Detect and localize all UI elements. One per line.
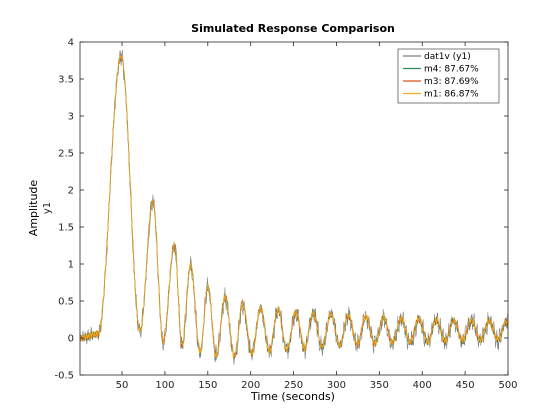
series-layer — [79, 49, 509, 365]
x-tick-label: 300 — [327, 380, 346, 391]
x-tick-label: 100 — [155, 380, 174, 391]
y-tick-label: 0.5 — [58, 297, 74, 308]
chart-title: Simulated Response Comparison — [191, 22, 395, 35]
y-tick-label: -0.5 — [54, 371, 74, 382]
legend: dat1v (y1) m4: 87.67% m3: 87.69% m1: 86.87% — [397, 48, 500, 104]
y-axis-subtitle: y1 — [42, 202, 53, 214]
axes-box — [79, 41, 509, 376]
legend-label: m3: 87.69% — [424, 77, 479, 87]
y-tick-label: 3 — [68, 112, 74, 123]
y-tick-label: 2 — [68, 186, 74, 197]
legend-label: m4: 87.67% — [424, 65, 479, 75]
legend-label: m1: 86.87% — [424, 90, 479, 100]
x-tick-label: 350 — [370, 380, 389, 391]
y-tick-label: 1 — [68, 260, 74, 271]
x-tick-label: 450 — [456, 380, 475, 391]
x-tick-label: 400 — [413, 380, 432, 391]
y-axis-title: Amplitude — [27, 180, 40, 237]
legend-label: dat1v (y1) — [424, 52, 471, 62]
ticks-layer: 50 100 150 200 250 300 350 400 450 500 -0.5 0 0.5 1 1.… — [54, 38, 517, 392]
y-tick-label: 2.5 — [58, 149, 74, 160]
x-tick-label: 500 — [498, 380, 517, 391]
y-tick-label: 3.5 — [58, 75, 74, 86]
x-tick-label: 250 — [284, 380, 303, 391]
y-tick-label: 1.5 — [58, 223, 74, 234]
x-tick-label: 200 — [241, 380, 260, 391]
legend-entries: dat1v (y1) m4: 87.67% m3: 87.69% m1: 86.87% — [403, 52, 479, 100]
series-line-4 — [79, 55, 509, 358]
x-axis-title: Time (seconds) — [250, 390, 335, 403]
y-tick-label: 4 — [68, 38, 74, 49]
x-tick-label: 150 — [198, 380, 217, 391]
x-tick-label: 50 — [116, 380, 129, 391]
y-tick-label: 0 — [68, 334, 74, 345]
